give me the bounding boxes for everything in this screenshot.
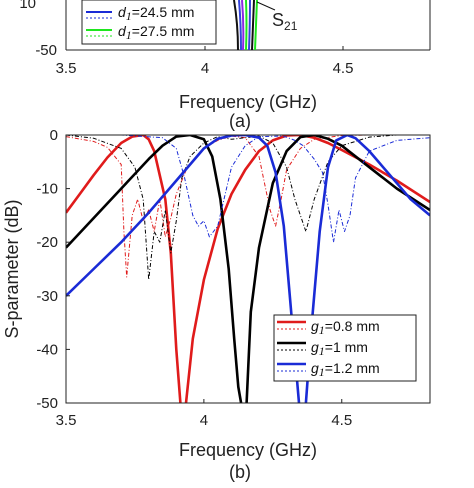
top-panel-ytick: -50 (35, 42, 57, 59)
top-annotation-arrow (256, 1, 276, 11)
top-panel-legend (81, 0, 217, 45)
y-ticks: 0 -10 -20 -30 -40 -50 (36, 127, 70, 412)
series-line-s21-g12-6 (66, 135, 301, 403)
x-tick-label: 4 (200, 412, 208, 429)
legend-box (273, 314, 417, 382)
top-curve (241, 0, 245, 51)
top-panel-caption: (a) (229, 111, 251, 131)
top-legend-label-d24: d1=24.5 mm (118, 4, 194, 23)
y-tick-label: 0 (50, 127, 58, 144)
top-panel-xtick: 4.5 (333, 60, 354, 77)
top-curve (254, 0, 258, 51)
series-line-s21-g1-4 (245, 135, 430, 403)
top-panel-ytick-fragment: 10 (19, 0, 36, 12)
top-panel-xlabel: Frequency (GHz) (179, 92, 317, 112)
series-line-s21-g1-3 (66, 135, 243, 403)
y-tick-label: -50 (36, 395, 58, 412)
y-tick-label: -20 (36, 234, 58, 251)
x-tick-label: 3.5 (56, 412, 77, 429)
top-curve (238, 0, 242, 51)
x-ticks: 3.5 4 4.5 (56, 399, 352, 429)
bottom-panel: 0 -10 -20 -30 -40 -50 3.5 4 4.5 S-parameter (dB… (2, 127, 431, 482)
x-axis-label: Frequency (GHz) (179, 440, 317, 460)
legend: g1=0.8 mm g1=1 mm g1=1.2 mm (273, 314, 417, 382)
plot-frame (65, 134, 431, 404)
legend-label-g12: g1=1.2 mm (311, 360, 380, 379)
top-panel-xtick: 4 (201, 60, 209, 77)
top-legend-label-d27: d1=27.5 mm (118, 23, 194, 42)
top-curve (245, 0, 248, 51)
legend-label-g1: g1=1 mm (311, 339, 368, 358)
top-curve (248, 0, 251, 51)
series-line-s21-g12-7 (304, 135, 430, 403)
bottom-panel-caption: (b) (229, 462, 251, 482)
top-curve (233, 0, 239, 51)
series-line-s11-g1-5 (66, 135, 430, 281)
y-tick-label: -30 (36, 288, 58, 305)
top-panel: 10 -50 3.5 4 4.5 d1=24.5 mm d1=27.5 mm (19, 0, 431, 131)
series-line-s11-g12-8 (66, 135, 430, 243)
y-tick-label: -10 (36, 181, 58, 198)
y-tick-label: -40 (36, 341, 58, 358)
top-panel-xtick: 3.5 (56, 60, 77, 77)
curves (66, 135, 430, 403)
y-axis-label: S-parameter (dB) (2, 199, 22, 338)
top-curve (251, 0, 255, 51)
legend-label-g08: g1=0.8 mm (311, 318, 380, 337)
top-annotation-s21: S21 (272, 10, 298, 33)
x-tick-label: 4.5 (331, 412, 352, 429)
top-panel-curves (233, 0, 258, 51)
